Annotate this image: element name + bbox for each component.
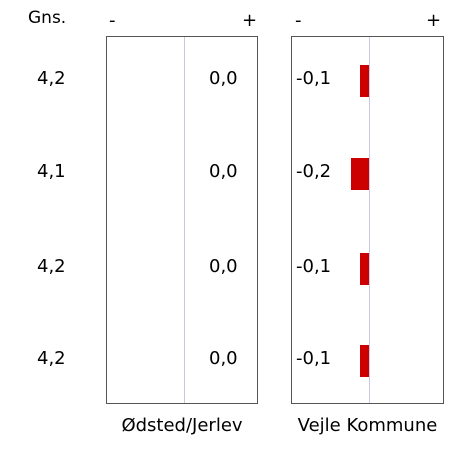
avg-value: 4,2 <box>37 68 66 89</box>
panel-2-value: -0,1 <box>296 348 332 369</box>
panel-1-value: 0,0 <box>209 348 238 369</box>
panel-1-label: Ødsted/Jerlev <box>121 415 243 436</box>
panel-2-bar <box>360 65 369 97</box>
panel-1-plus-sign: + <box>242 10 258 31</box>
panel-2-bar <box>360 345 369 377</box>
panel-1-value: 0,0 <box>209 68 238 89</box>
panel-2-bar <box>351 158 369 190</box>
panel-2-value: -0,1 <box>296 68 332 89</box>
avg-value: 4,2 <box>37 348 66 369</box>
panel-1-box <box>106 36 258 404</box>
panel-2-minus-sign: - <box>295 10 302 31</box>
panel-2-plus-sign: + <box>426 10 442 31</box>
avg-value: 4,2 <box>37 256 66 277</box>
panel-1-value: 0,0 <box>209 256 238 277</box>
panel-1-zero-line <box>184 37 185 403</box>
panel-2-bar <box>360 253 369 285</box>
panel-1-value: 0,0 <box>209 161 238 182</box>
panel-2-label: Vejle Kommune <box>297 415 438 436</box>
avg-header: Gns. <box>28 8 67 28</box>
panel-2-value: -0,2 <box>296 161 332 182</box>
panel-2-box <box>291 36 444 404</box>
avg-value: 4,1 <box>37 161 66 182</box>
panel-2-zero-line <box>369 37 370 403</box>
panel-1-minus-sign: - <box>109 10 116 31</box>
panel-2-value: -0,1 <box>296 256 332 277</box>
